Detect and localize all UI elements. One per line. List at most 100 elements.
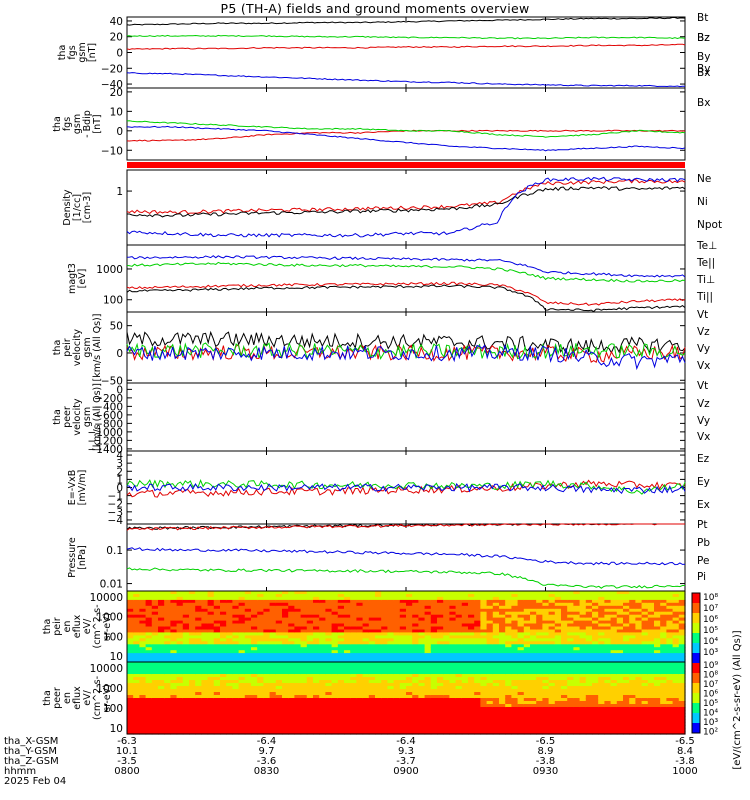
heatmap-cell (158, 683, 165, 687)
heatmap-cell (133, 698, 140, 702)
heatmap-cell (275, 707, 283, 711)
colorbar-segment (692, 693, 700, 704)
heatmap-cell (418, 623, 426, 628)
heatmap-cell (195, 650, 202, 654)
heatmap-cell (257, 689, 264, 693)
heatmap-cell (362, 626, 370, 631)
heatmap-cell (350, 626, 357, 631)
heatmap-cell (306, 650, 314, 654)
heatmap-cell (226, 671, 233, 675)
heatmap-cell (275, 644, 283, 648)
heatmap-cell (412, 620, 419, 625)
heatmap-cell (213, 668, 221, 672)
heatmap-cell (468, 686, 475, 690)
heatmap-cell (474, 635, 481, 639)
heatmap-cell (269, 596, 277, 601)
heatmap-cell (313, 632, 320, 636)
heatmap-cell (257, 623, 264, 628)
heatmap-cell (418, 674, 426, 678)
heatmap-cell (350, 617, 357, 622)
heatmap-cell (406, 594, 413, 598)
heatmap-cell (579, 641, 587, 645)
heatmap-cell (443, 647, 450, 651)
heatmap-cell (455, 710, 463, 714)
heatmap-cell (226, 611, 233, 616)
series-line-fgs-gsm-0 (126, 17, 686, 26)
heatmap-cell (573, 668, 581, 672)
heatmap-cell (145, 731, 153, 735)
heatmap-cell (362, 594, 370, 598)
heatmap-cell (548, 650, 556, 654)
heatmap-cell (195, 710, 202, 714)
heatmap-cell (145, 713, 153, 717)
heatmap-cell (672, 689, 680, 693)
heatmap-cell (251, 638, 258, 642)
heatmap-cell (251, 644, 258, 648)
heatmap-cell (548, 629, 556, 634)
heatmap-cell (139, 719, 147, 723)
heatmap-cell (213, 686, 221, 690)
heatmap-cell (523, 617, 531, 622)
heatmap-cell (437, 707, 444, 711)
heatmap-cell (344, 716, 351, 720)
heatmap-cell (579, 674, 587, 678)
heatmap-cell (399, 671, 407, 675)
heatmap-cell (542, 611, 550, 616)
heatmap-cell (678, 605, 686, 610)
heatmap-cell (511, 656, 519, 660)
series-line-fgs-dsl-1 (126, 120, 686, 138)
heatmap-cell (195, 629, 202, 634)
heatmap-cell (288, 623, 295, 628)
heatmap-cell (139, 728, 147, 732)
heatmap-cell (232, 671, 240, 675)
heatmap-cell (381, 680, 388, 684)
heatmap-cell (523, 722, 531, 726)
heatmap-cell (424, 602, 432, 607)
heatmap-cell (523, 674, 531, 678)
heatmap-cell (579, 677, 587, 681)
heatmap-cell (610, 641, 618, 645)
heatmap-cell (554, 650, 562, 654)
heatmap-cell (511, 716, 519, 720)
heatmap-cell (505, 731, 512, 735)
heatmap-cell (486, 614, 494, 619)
heatmap-cell (375, 692, 382, 696)
xrow-value-2-4: -3.8 (675, 756, 695, 767)
heatmap-cell (610, 686, 618, 690)
heatmap-cell (424, 608, 432, 613)
heatmap-cell (269, 650, 277, 654)
heatmap-cell (412, 635, 419, 639)
heatmap-cell (604, 722, 612, 726)
heatmap-cell (282, 680, 289, 684)
heatmap-cell (288, 644, 295, 648)
heatmap-cell (213, 594, 221, 598)
heatmap-cell (189, 596, 196, 601)
heatmap-cell (133, 626, 140, 631)
heatmap-cell (523, 698, 531, 702)
heatmap-cell (505, 704, 512, 708)
heatmap-cell (554, 692, 562, 696)
heatmap-cell (201, 656, 209, 660)
heatmap-cell (654, 698, 661, 702)
xrow-value-0-4: -6.5 (675, 736, 695, 747)
heatmap-cell (585, 644, 593, 648)
heatmap-cell (424, 722, 432, 726)
heatmap-cell (251, 629, 258, 634)
heatmap-cell (449, 650, 457, 654)
heatmap-cell (573, 599, 581, 604)
heatmap-cell (350, 695, 357, 699)
heatmap-cell (201, 731, 209, 735)
heatmap-cell (356, 617, 364, 622)
heatmap-cell (585, 680, 593, 684)
heatmap-cell (523, 620, 531, 625)
heatmap-cell (164, 614, 171, 619)
heatmap-cell (263, 635, 271, 639)
heatmap-cell (647, 602, 655, 607)
heatmap-cell (666, 665, 674, 669)
heatmap-cell (437, 689, 444, 693)
heatmap-cell (418, 635, 426, 639)
heatmap-cell (424, 698, 432, 702)
heatmap-cell (337, 695, 345, 699)
heatmap-cell (629, 728, 636, 732)
heatmap-cell (499, 594, 506, 598)
